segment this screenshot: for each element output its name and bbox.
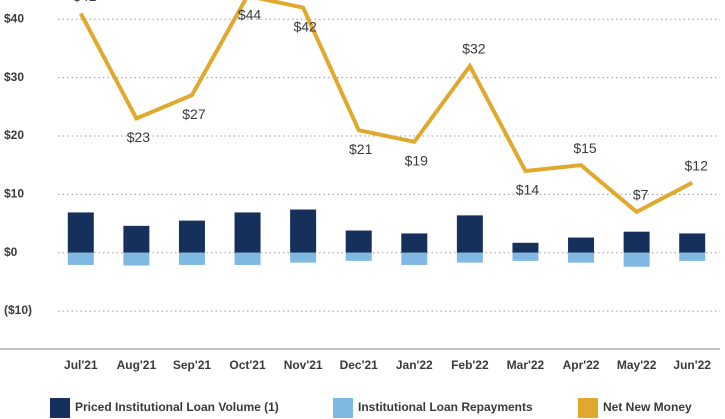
bar [679,252,706,261]
bar [234,252,261,265]
x-tick-label: Mar'22 [507,358,545,372]
bar [679,233,706,253]
x-tick-label: Apr'22 [563,358,600,372]
x-tick-label: Jul'21 [64,358,98,372]
y-tick-label: ($10) [4,303,32,317]
data-label: $21 [349,141,373,157]
y-tick-label: $40 [4,11,24,25]
x-tick-label: Feb'22 [451,358,489,372]
y-tick-label: $20 [4,128,24,142]
data-label: $41 [73,0,97,4]
y-tick-label: $0 [4,245,18,259]
data-label: $23 [127,129,151,145]
bar [290,209,317,253]
bar [67,212,94,253]
data-label: $12 [685,157,709,173]
bar [345,252,372,261]
data-label: $27 [182,106,206,122]
bar [456,215,483,253]
bar [290,252,317,263]
legend-label: Priced Institutional Loan Volume (1) [75,400,279,414]
bar [178,220,205,253]
y-tick-label: $30 [4,70,24,84]
bar [123,225,150,253]
data-label: $15 [573,140,597,156]
x-tick-label: Aug'21 [117,358,157,372]
bar [512,242,539,253]
data-label: $44 [238,7,262,23]
data-label: $14 [516,182,540,198]
x-tick-label: Oct'21 [229,358,266,372]
y-tick-label: $10 [4,187,24,201]
bar [401,233,428,253]
bar [623,231,650,253]
data-label: $32 [462,41,486,57]
legend-label: Institutional Loan Repayments [358,400,533,414]
bar [178,252,205,265]
x-tick-label: Dec'21 [340,358,379,372]
x-tick-label: Nov'21 [284,358,323,372]
line [79,0,694,215]
legend-swatch [578,398,598,418]
bar [568,237,595,253]
bar [123,252,150,266]
x-tick-label: May'22 [617,358,657,372]
x-tick-label: Jun'22 [673,358,711,372]
bar [345,230,372,253]
bar [456,252,483,263]
bar [568,252,595,263]
legend-swatch [50,398,70,418]
data-label: $19 [405,153,429,169]
x-tick-label: Jan'22 [396,358,433,372]
legend-label: Net New Money [603,400,692,414]
bar [67,252,94,265]
bar [234,212,261,253]
bar [512,252,539,261]
data-label: $7 [633,187,649,203]
x-tick-label: Sep'21 [173,358,212,372]
data-label: $42 [293,18,317,34]
bar [623,252,650,267]
bar [401,252,428,265]
legend-swatch [333,398,353,418]
